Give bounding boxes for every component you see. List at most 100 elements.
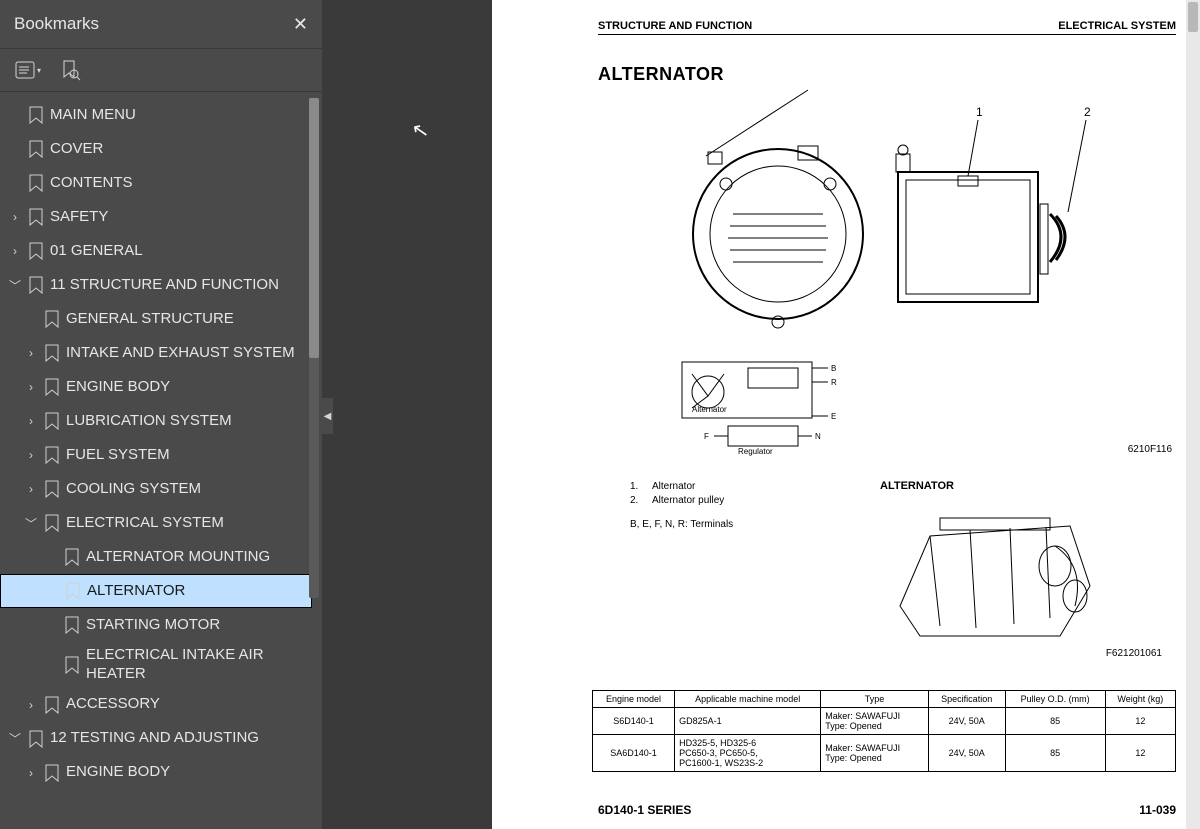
chevron-icon[interactable]: ›: [24, 448, 38, 462]
bookmark-tree: MAIN MENU COVERCONTENTS›SAFETY›01 GENERAL…: [0, 92, 322, 829]
svg-text:Regulator: Regulator: [738, 447, 773, 456]
chevron-icon[interactable]: ›: [24, 482, 38, 496]
svg-text:R: R: [831, 378, 837, 387]
bookmark-icon: [22, 106, 50, 124]
sidebar-scroll-thumb[interactable]: [309, 98, 319, 358]
table-cell: HD325-5, HD325-6PC650-3, PC650-5,PC1600-…: [675, 735, 821, 772]
bookmark-item[interactable]: › ACCESSORY: [0, 688, 312, 722]
subfigure-title: ALTERNATOR: [880, 480, 954, 492]
bookmark-icon: [38, 310, 66, 328]
bookmark-icon: [38, 696, 66, 714]
bookmark-label: ALTERNATOR MOUNTING: [86, 548, 312, 567]
bookmark-label: COOLING SYSTEM: [66, 480, 312, 499]
bookmark-label: ENGINE BODY: [66, 763, 312, 782]
bookmark-item[interactable]: ›01 GENERAL: [0, 234, 312, 268]
bookmark-item[interactable]: COVER: [0, 132, 312, 166]
bookmark-item[interactable]: MAIN MENU: [0, 98, 312, 132]
page-header-left: STRUCTURE AND FUNCTION: [598, 20, 752, 32]
bookmark-icon: [38, 344, 66, 362]
bookmark-icon: [59, 582, 87, 600]
document-viewer: ↖ STRUCTURE AND FUNCTION ELECTRICAL SYST…: [322, 0, 1200, 829]
chevron-icon[interactable]: ›: [8, 244, 22, 258]
svg-text:B: B: [831, 364, 836, 373]
table-header: Pulley O.D. (mm): [1005, 691, 1105, 708]
table-header: Applicable machine model: [675, 691, 821, 708]
chevron-icon[interactable]: ﹀: [24, 515, 38, 532]
bookmark-icon: [22, 174, 50, 192]
bookmark-label: LUBRICATION SYSTEM: [66, 412, 312, 431]
bookmark-item[interactable]: › ENGINE BODY: [0, 756, 312, 790]
page-title: ALTERNATOR: [598, 64, 724, 85]
svg-text:F: F: [704, 432, 709, 441]
figure-ref-engine: F621201061: [1106, 648, 1162, 659]
bookmark-item[interactable]: ›INTAKE AND EXHAUST SYSTEM: [0, 336, 312, 370]
table-header: Specification: [928, 691, 1005, 708]
table-cell: Maker: SAWAFUJIType: Opened: [821, 708, 928, 735]
bookmark-icon: [58, 548, 86, 566]
bookmark-item[interactable]: ALTERNATOR MOUNTING: [0, 540, 312, 574]
bookmark-item[interactable]: › LUBRICATION SYSTEM: [0, 404, 312, 438]
bookmark-label: ACCESSORY: [66, 695, 312, 714]
schematic-figure: B R E Alternator Regulator F N: [678, 356, 848, 456]
page-header: STRUCTURE AND FUNCTION ELECTRICAL SYSTEM: [598, 20, 1176, 35]
bookmark-item[interactable]: › ENGINE BODY: [0, 370, 312, 404]
bookmark-item[interactable]: ﹀ ELECTRICAL SYSTEM: [0, 506, 312, 540]
bookmark-icon: [38, 446, 66, 464]
page-footer: 6D140-1 SERIES 11-039: [598, 803, 1176, 817]
table-header: Engine model: [593, 691, 675, 708]
chevron-icon[interactable]: ›: [24, 380, 38, 394]
bookmark-item[interactable]: ﹀ 12 TESTING AND ADJUSTING: [0, 722, 312, 756]
bookmark-item[interactable]: ›FUEL SYSTEM: [0, 438, 312, 472]
bookmark-item[interactable]: ›SAFETY: [0, 200, 312, 234]
bookmark-item[interactable]: CONTENTS: [0, 166, 312, 200]
bookmark-icon: [38, 378, 66, 396]
bookmark-item[interactable]: STARTING MOTOR: [0, 608, 312, 642]
bookmark-item[interactable]: GENERAL STRUCTURE: [0, 302, 312, 336]
bookmarks-title: Bookmarks: [14, 14, 99, 34]
figure-ref-main: 6210F116: [1128, 444, 1172, 455]
bookmarks-toolbar: ▾: [0, 48, 322, 92]
bookmark-label: 12 TESTING AND ADJUSTING: [50, 729, 312, 748]
svg-text:E: E: [831, 412, 836, 421]
bookmark-icon: [58, 616, 86, 634]
bookmark-icon: [38, 480, 66, 498]
svg-text:1: 1: [976, 105, 983, 119]
bookmark-item[interactable]: ALTERNATOR: [0, 574, 312, 608]
bookmark-icon: [22, 276, 50, 294]
chevron-icon[interactable]: ›: [24, 414, 38, 428]
bookmark-label: GENERAL STRUCTURE: [66, 310, 312, 329]
table-row: S6D140-1GD825A-1Maker: SAWAFUJIType: Ope…: [593, 708, 1176, 735]
bookmark-item[interactable]: ELECTRICAL INTAKE AIR HEATER: [0, 642, 312, 688]
bookmark-label: 11 STRUCTURE AND FUNCTION: [50, 276, 312, 295]
bookmark-item[interactable]: ﹀ 11 STRUCTURE AND FUNCTION: [0, 268, 312, 302]
find-bookmark-icon[interactable]: [60, 60, 80, 80]
table-cell: SA6D140-1: [593, 735, 675, 772]
bookmark-item[interactable]: › COOLING SYSTEM: [0, 472, 312, 506]
page-header-right: ELECTRICAL SYSTEM: [1058, 20, 1176, 32]
chevron-icon[interactable]: ›: [24, 346, 38, 360]
chevron-icon[interactable]: ›: [24, 766, 38, 780]
sidebar-scrollbar[interactable]: [309, 98, 319, 598]
table-cell: 85: [1005, 735, 1105, 772]
footer-series: 6D140-1 SERIES: [598, 803, 691, 817]
bookmark-label: ELECTRICAL SYSTEM: [66, 514, 312, 533]
chevron-icon[interactable]: ›: [8, 210, 22, 224]
close-icon[interactable]: ✕: [293, 14, 308, 35]
bookmark-label: ENGINE BODY: [66, 378, 312, 397]
bookmark-icon: [38, 764, 66, 782]
bookmark-icon: [58, 656, 86, 674]
options-menu-icon[interactable]: ▾: [18, 60, 38, 80]
sidebar-collapse-handle[interactable]: ◀: [322, 398, 333, 434]
table-cell: 12: [1105, 708, 1175, 735]
viewer-scroll-thumb[interactable]: [1188, 2, 1198, 32]
viewer-scrollbar[interactable]: [1186, 0, 1200, 829]
table-cell: 85: [1005, 708, 1105, 735]
bookmark-label: ELECTRICAL INTAKE AIR HEATER: [86, 646, 312, 684]
bookmark-label: MAIN MENU: [50, 106, 312, 125]
table-cell: 12: [1105, 735, 1175, 772]
chevron-icon[interactable]: ﹀: [8, 730, 22, 747]
chevron-icon[interactable]: ›: [24, 698, 38, 712]
chevron-icon[interactable]: ﹀: [8, 277, 22, 294]
bookmark-icon: [38, 412, 66, 430]
mouse-cursor-icon: ↖: [410, 117, 431, 145]
